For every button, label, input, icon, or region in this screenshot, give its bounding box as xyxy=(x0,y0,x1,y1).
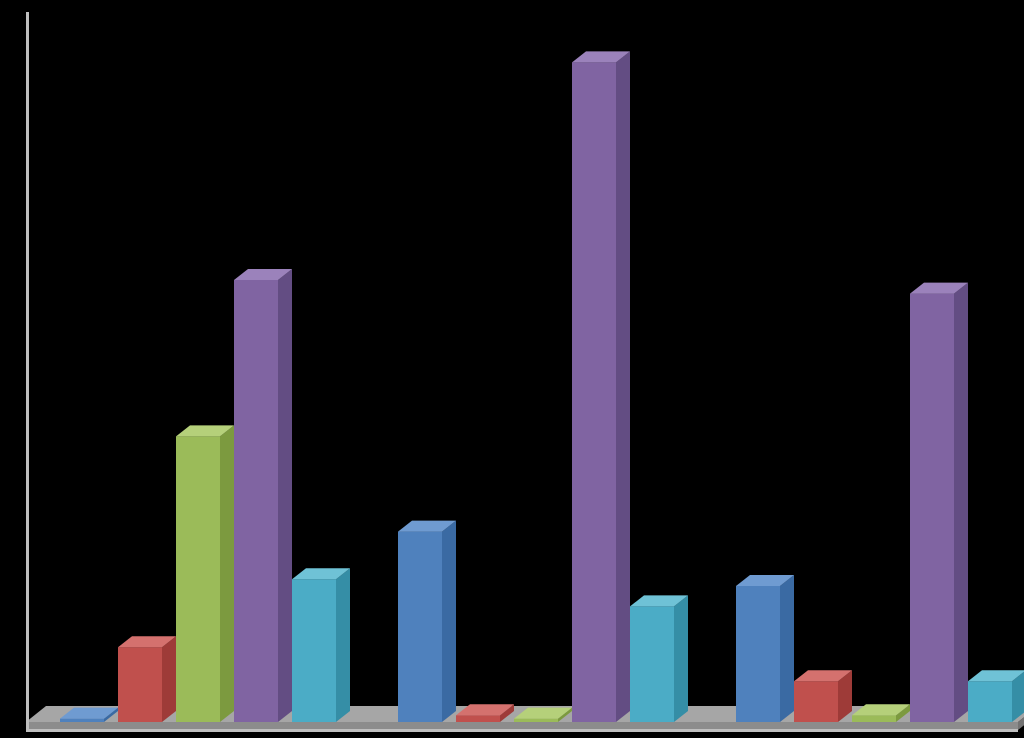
bar-s5-g1 xyxy=(630,606,674,722)
bar-s5-g2 xyxy=(968,681,1012,722)
bar-s3-g0 xyxy=(176,436,220,722)
bar-s5-g0 xyxy=(292,579,336,722)
bar-s1-g2 xyxy=(736,586,780,722)
bar-s3-g2 xyxy=(852,715,896,722)
bar-chart xyxy=(0,0,1024,738)
bar-s4-g2 xyxy=(910,294,954,722)
bar-s2-g1 xyxy=(456,715,500,722)
bar-s4-g1 xyxy=(572,62,616,722)
bar-s2-g0 xyxy=(118,647,162,722)
bar-s2-g2 xyxy=(794,681,838,722)
bars-layer xyxy=(0,0,1024,738)
bar-s1-g0 xyxy=(60,719,104,722)
bar-s3-g1 xyxy=(514,719,558,722)
bar-s4-g0 xyxy=(234,280,278,722)
bar-s1-g1 xyxy=(398,532,442,722)
